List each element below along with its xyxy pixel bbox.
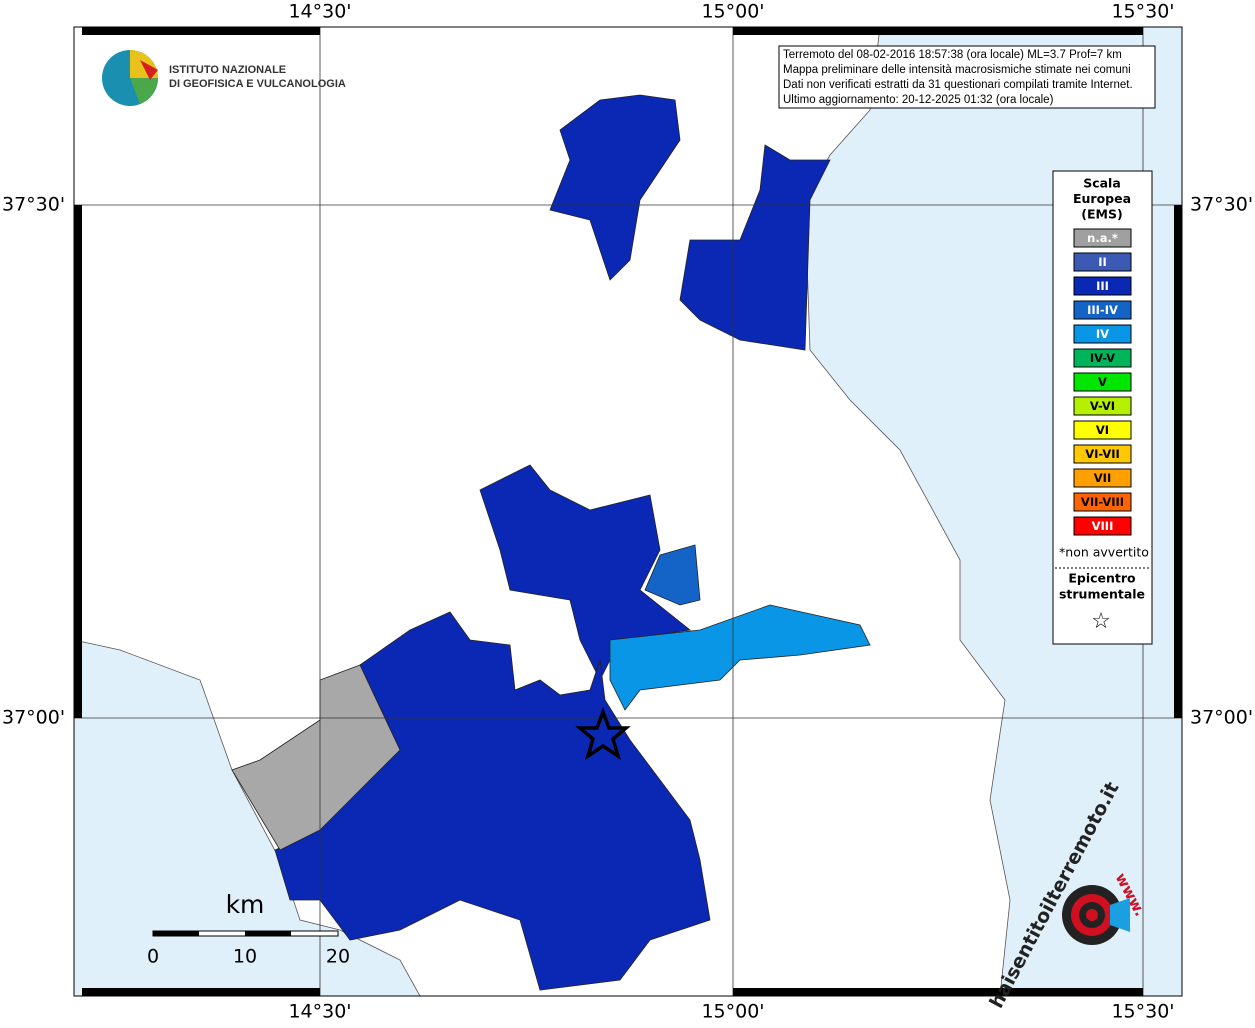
legend-label: IV-V — [1090, 351, 1115, 365]
info-line: Mappa preliminare delle intensità macros… — [783, 64, 1131, 76]
legend-swatch — [1073, 396, 1132, 416]
frame-band — [733, 988, 1143, 996]
watermark-circle — [1086, 909, 1098, 921]
legend-label: V-VI — [1090, 399, 1115, 413]
graticule — [74, 27, 1182, 996]
frame-band — [74, 205, 82, 718]
scale-label: 0 — [147, 946, 159, 968]
municipality — [679, 144, 831, 351]
frame — [73, 26, 1183, 997]
logo — [102, 50, 158, 106]
municipality — [479, 464, 691, 681]
legend-label: VIII — [1092, 519, 1114, 533]
legend-swatch — [1073, 348, 1132, 368]
frame-band — [82, 988, 320, 996]
legend-swatch — [1073, 468, 1132, 488]
legend-swatch — [1073, 252, 1132, 272]
scale-label: 20 — [326, 946, 350, 968]
logo-text: DI GEOFISICA E VULCANOLOGIA — [169, 78, 346, 90]
legend-note: *non avvertito — [1059, 545, 1149, 560]
municipality — [274, 611, 711, 991]
latitude-label: 37°30' — [1190, 194, 1253, 216]
legend-label: VII-VIII — [1081, 495, 1124, 509]
epicenter-star — [575, 707, 631, 761]
legend-swatch — [1073, 324, 1132, 344]
legend-label: III — [1096, 279, 1109, 293]
scale-unit: km — [226, 890, 265, 919]
info-line: Terremoto del 08-02-2016 18:57:38 (ora l… — [783, 49, 1122, 61]
scale-bar-segment — [245, 931, 291, 936]
frame-band — [733, 27, 1143, 35]
latitude-label: 37°00' — [2, 707, 65, 729]
logo-globe — [140, 60, 158, 80]
legend-swatch — [1073, 300, 1132, 320]
legend-swatch — [1073, 276, 1132, 296]
legend-swatch — [1073, 516, 1132, 536]
municipality — [549, 94, 681, 281]
longitude-label: 15°30' — [1111, 1, 1174, 23]
info-line: Dati non verificati estratti da 31 quest… — [783, 79, 1133, 91]
longitude-label: 15°00' — [701, 1001, 764, 1023]
info-box — [778, 45, 1156, 109]
legend-swatch — [1073, 372, 1132, 392]
municipality — [609, 604, 871, 711]
legend-title: (EMS) — [1081, 207, 1122, 222]
legend-swatch — [1073, 420, 1132, 440]
legend-label: V — [1098, 375, 1107, 389]
legend-epicenter-symbol: ☆ — [1091, 609, 1111, 634]
frame-band — [1174, 205, 1182, 718]
longitude-label: 15°00' — [701, 1, 764, 23]
watermark-speaker — [1110, 898, 1130, 932]
legend-label: VI-VII — [1085, 447, 1120, 461]
logo-globe — [130, 78, 158, 104]
legend-label: III-IV — [1087, 303, 1118, 317]
logo-text: ISTITUTO NAZIONALE — [169, 64, 286, 76]
latitude-label: 37°30' — [2, 194, 65, 216]
scale-bar-segment — [153, 931, 199, 936]
longitude-label: 15°30' — [1111, 1001, 1174, 1023]
legend-label: VI — [1096, 423, 1109, 437]
municipality — [644, 544, 701, 606]
legend-swatch — [1073, 444, 1132, 464]
scale-label: 10 — [233, 946, 257, 968]
frame-band — [82, 27, 320, 35]
latitude-label: 37°00' — [1190, 707, 1253, 729]
legend-title: Scala — [1083, 176, 1121, 191]
legend-label: II — [1098, 255, 1107, 269]
longitude-label: 14°30' — [288, 1, 351, 23]
legend-swatch — [1073, 492, 1132, 512]
municipality — [231, 664, 401, 851]
legend-label: VII — [1094, 471, 1111, 485]
legend-title: Europea — [1073, 191, 1131, 206]
scale-bar — [152, 930, 339, 937]
legend-epicenter: Epicentro — [1068, 571, 1136, 586]
info-line: Ultimo aggiornamento: 20-12-2025 01:32 (… — [783, 94, 1054, 106]
legend-swatch — [1073, 228, 1132, 248]
legend-epicenter: strumentale — [1059, 587, 1145, 602]
legend-label: IV — [1096, 327, 1109, 341]
legend-label: n.a.* — [1087, 231, 1118, 245]
watermark-logo — [1062, 885, 1130, 945]
longitude-label: 14°30' — [288, 1001, 351, 1023]
